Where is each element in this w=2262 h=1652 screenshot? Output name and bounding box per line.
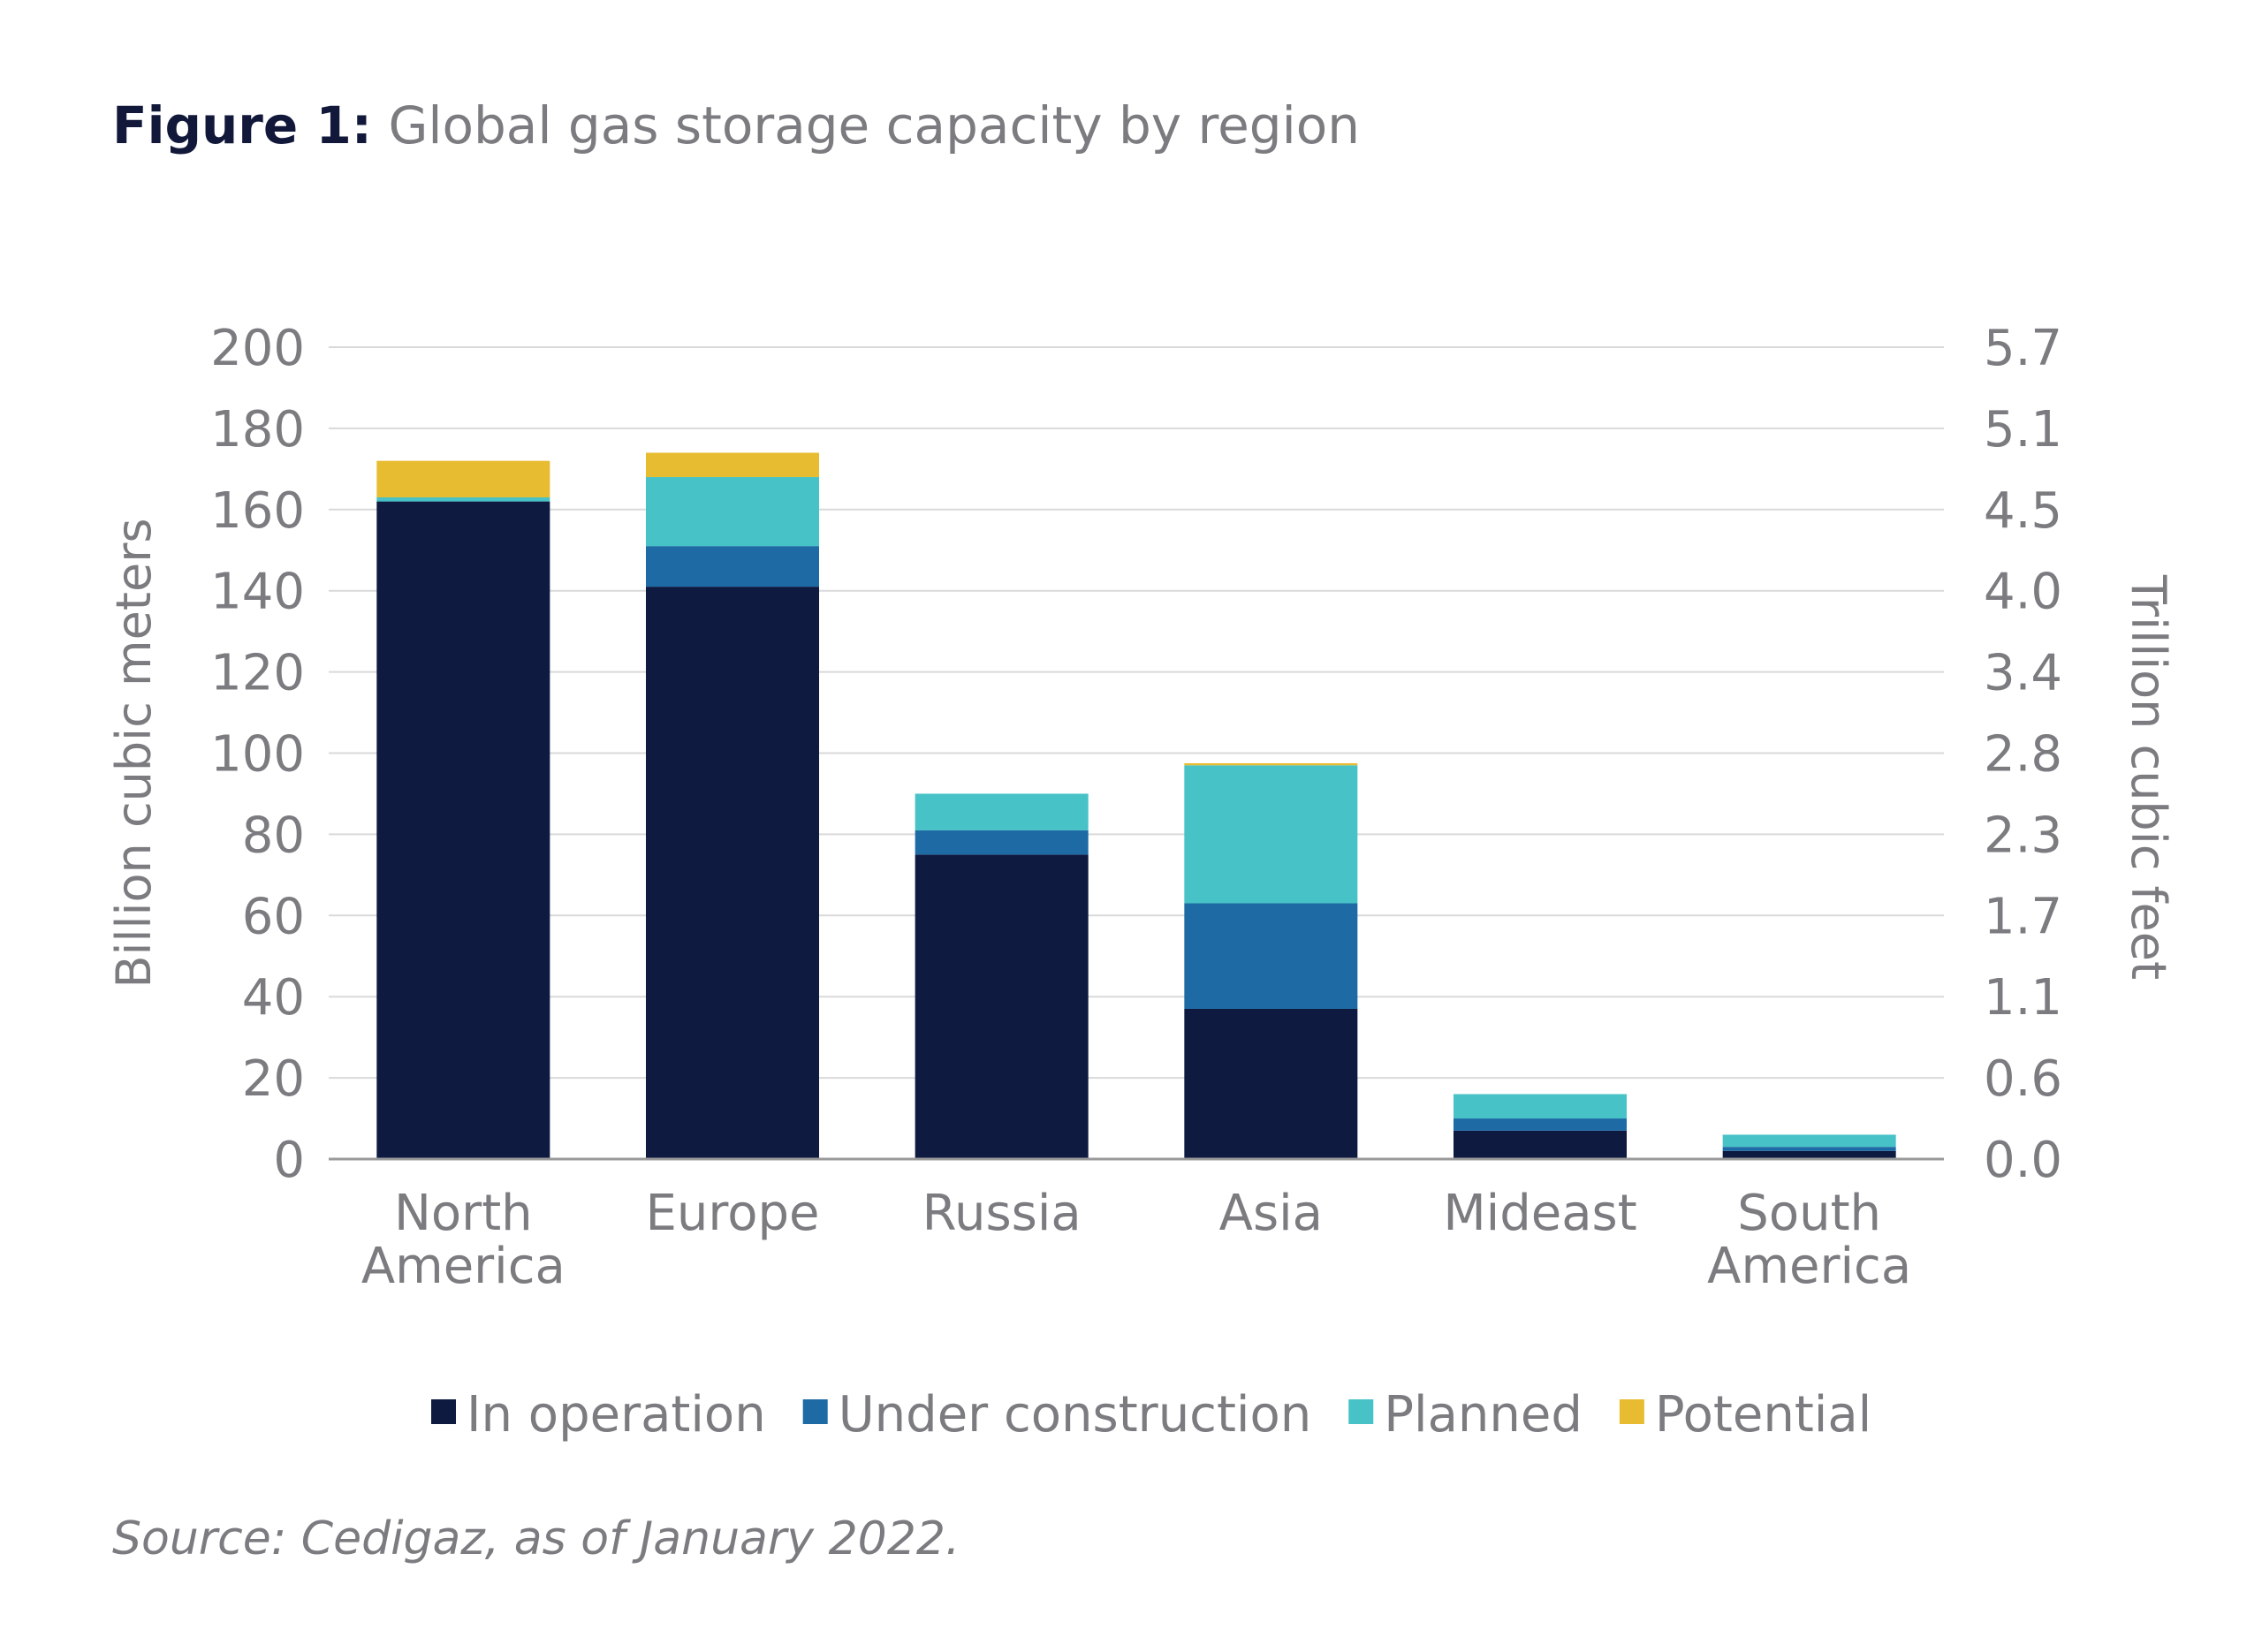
bar-segment (915, 854, 1089, 1159)
bar-segment (376, 501, 550, 1159)
y-tick-label: 0 (273, 1132, 305, 1189)
x-tick-label: Russia (922, 1185, 1082, 1242)
y2-tick-label: 4.5 (1984, 482, 2062, 540)
y2-tick-label: 0.0 (1984, 1132, 2062, 1189)
bar-segment (1184, 765, 1358, 904)
y-tick-label: 160 (210, 482, 305, 540)
bar-segment (646, 477, 819, 547)
legend-swatch (1348, 1399, 1374, 1424)
bar-segment (376, 460, 550, 498)
bar-segment (1722, 1147, 1896, 1151)
x-tick-label: Europe (646, 1185, 820, 1242)
y2-axis-title: Trillion cubic feet (2121, 574, 2176, 980)
x-tick-label: America (361, 1238, 566, 1295)
x-tick-label: North (394, 1185, 533, 1242)
y-tick-label: 60 (242, 888, 305, 945)
legend-label: Potential (1655, 1386, 1871, 1444)
y-tick-label: 200 (210, 320, 305, 377)
bar-segment (646, 546, 819, 587)
bar-segment (376, 497, 550, 502)
y-axis-title: Billion cubic meters (106, 518, 162, 988)
chart-title: Figure 1: Global gas storage capacity by… (112, 95, 1360, 155)
x-tick-label: Mideast (1443, 1185, 1636, 1242)
x-tick-label: South (1737, 1185, 1881, 1242)
bar-segment (915, 830, 1089, 855)
figure-label: Figure 1: (112, 95, 372, 155)
bar-segment (1454, 1118, 1627, 1131)
bar-segment (1722, 1150, 1896, 1159)
legend-swatch (431, 1399, 456, 1424)
y-tick-label: 100 (210, 726, 305, 784)
legend-label: Under construction (839, 1386, 1312, 1444)
y2-tick-label: 2.3 (1984, 807, 2062, 864)
y-tick-label: 120 (210, 645, 305, 702)
bar-segment (1454, 1094, 1627, 1119)
bar-segment (915, 793, 1089, 830)
y-tick-label: 180 (210, 401, 305, 458)
legend-label: Planned (1384, 1386, 1583, 1444)
y2-tick-label: 3.4 (1984, 645, 2062, 702)
legend-swatch (802, 1399, 828, 1424)
y2-tick-label: 1.7 (1984, 888, 2062, 945)
bar-segment (1184, 762, 1358, 766)
x-tick-label: America (1707, 1238, 1911, 1295)
legend-swatch (1619, 1399, 1644, 1424)
y-tick-label: 80 (242, 807, 305, 864)
y2-tick-label: 5.7 (1984, 320, 2062, 377)
source-note: Source: Cedigaz, as of January 2022. (112, 1512, 960, 1565)
bar-segment (1722, 1134, 1896, 1148)
y2-tick-label: 4.0 (1984, 564, 2062, 621)
y-tick-label: 20 (242, 1050, 305, 1108)
x-tick-label: Asia (1219, 1185, 1323, 1242)
y2-tick-label: 0.6 (1984, 1050, 2062, 1108)
y2-tick-label: 2.8 (1984, 726, 2062, 784)
bar-segment (1184, 903, 1358, 1009)
y-tick-label: 40 (242, 969, 305, 1027)
y2-tick-label: 5.1 (1984, 401, 2062, 458)
y-tick-label: 140 (210, 564, 305, 621)
bar-segment (646, 452, 819, 478)
bar-segment (646, 587, 819, 1159)
bar-segment (1454, 1130, 1627, 1159)
y2-tick-label: 1.1 (1984, 969, 2062, 1027)
legend-label: In operation (467, 1386, 766, 1444)
bar-segment (1184, 1008, 1358, 1159)
title-text: Global gas storage capacity by region (388, 95, 1360, 155)
